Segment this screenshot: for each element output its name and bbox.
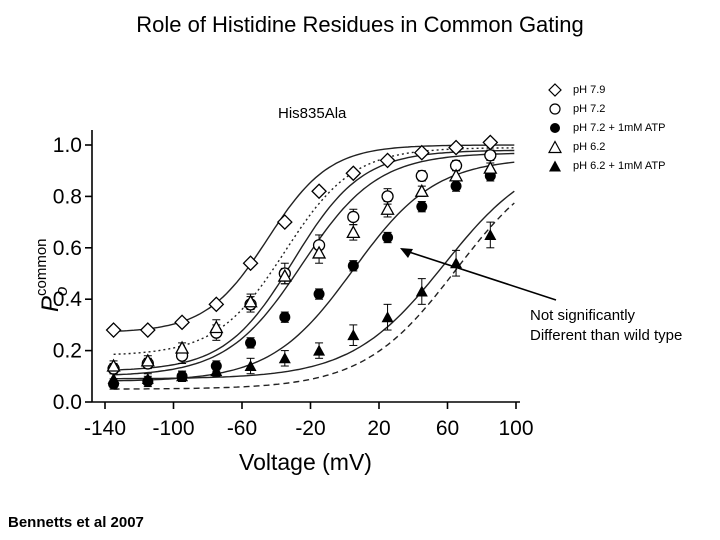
annotation-line: Different than wild type xyxy=(530,327,683,344)
data-point xyxy=(313,344,326,356)
data-point xyxy=(381,311,394,323)
x-tick-label: -100 xyxy=(152,417,194,440)
reference-curve xyxy=(113,147,515,355)
data-point xyxy=(450,257,463,269)
data-point xyxy=(279,311,291,323)
data-point xyxy=(448,139,464,156)
x-tick-label: -20 xyxy=(295,417,325,440)
annotation-arrow xyxy=(405,250,557,301)
data-point xyxy=(484,228,497,240)
data-point xyxy=(174,314,190,331)
legend-item: pH 7.2 + 1mM ATP xyxy=(548,118,665,137)
y-axis-label-subscript: o xyxy=(52,287,71,296)
data-point xyxy=(141,372,154,384)
y-axis-label-main: P xyxy=(37,296,64,312)
data-point xyxy=(210,365,223,377)
y-axis-label-superscript: common xyxy=(33,238,50,296)
data-point xyxy=(278,352,291,364)
chart-title: Role of Histidine Residues in Common Gat… xyxy=(136,12,584,37)
data-point xyxy=(345,165,362,182)
x-tick-label: 20 xyxy=(367,417,390,440)
annotation-arrowhead xyxy=(400,248,413,258)
data-point xyxy=(416,201,428,213)
data-point xyxy=(415,169,428,182)
data-point xyxy=(347,210,360,224)
data-point xyxy=(311,245,327,259)
data-point xyxy=(105,322,122,338)
data-point xyxy=(415,285,428,297)
legend-label: pH 7.9 xyxy=(573,83,606,96)
data-point xyxy=(413,144,430,161)
data-point xyxy=(382,232,394,244)
data-point xyxy=(139,322,156,338)
x-axis-label: Voltage (mV) xyxy=(239,449,372,475)
data-point xyxy=(243,294,258,308)
triangle-open-icon xyxy=(548,139,562,153)
data-point xyxy=(140,353,155,367)
citation: Bennetts et al 2007 xyxy=(8,514,144,531)
data-point xyxy=(277,268,292,282)
data-point xyxy=(174,340,190,354)
data-point xyxy=(107,372,120,384)
data-point xyxy=(208,296,225,313)
annotation-line: Not significantly xyxy=(530,307,636,324)
data-point xyxy=(313,288,325,300)
data-point xyxy=(450,180,462,192)
y-tick-label: 1.0 xyxy=(53,134,82,157)
legend-label: pH 6.2 + 1mM ATP xyxy=(573,159,666,172)
data-point xyxy=(381,190,394,203)
reference-curve xyxy=(113,202,515,390)
legend-item: pH 6.2 xyxy=(548,137,665,156)
data-point xyxy=(245,337,257,349)
circle-filled-icon xyxy=(550,122,560,133)
inset-label: His835Ala xyxy=(278,105,347,122)
legend-label: pH 7.2 xyxy=(573,102,606,115)
y-tick-label: 0.4 xyxy=(53,288,83,311)
y-tick-label: 0.2 xyxy=(53,340,82,363)
data-point xyxy=(244,360,257,372)
fit-curve xyxy=(113,190,515,380)
y-tick-label: 0.6 xyxy=(53,237,82,260)
diamond-open-icon xyxy=(548,82,562,97)
legend-item: pH 6.2 + 1mM ATP xyxy=(548,156,665,175)
data-point xyxy=(380,201,395,215)
data-point xyxy=(482,134,499,151)
legend-label: pH 7.2 + 1mM ATP xyxy=(573,121,666,134)
circle-open-icon xyxy=(549,102,561,115)
data-point xyxy=(276,214,293,231)
x-tick-label: 60 xyxy=(436,417,459,440)
data-point xyxy=(347,260,359,272)
legend-item: pH 7.9 xyxy=(548,80,665,99)
data-point xyxy=(346,225,361,239)
data-point xyxy=(106,358,121,372)
y-tick-label: 0.8 xyxy=(53,185,82,208)
legend: pH 7.9 pH 7.2 pH 7.2 + 1mM ATP pH 6.2 pH… xyxy=(548,80,665,175)
data-point xyxy=(483,160,498,174)
x-tick-label: 100 xyxy=(498,417,533,440)
data-point xyxy=(311,183,327,200)
x-tick-label: -140 xyxy=(84,417,126,440)
annotation-text: Not significantly Different than wild ty… xyxy=(530,306,682,346)
data-point xyxy=(379,152,396,169)
data-point xyxy=(414,183,429,197)
y-tick-label: 0.0 xyxy=(53,391,82,414)
legend-label: pH 6.2 xyxy=(573,140,606,153)
data-point xyxy=(484,149,497,162)
triangle-filled-icon xyxy=(549,160,561,171)
legend-item: pH 7.2 xyxy=(548,99,665,118)
x-tick-label: -60 xyxy=(227,417,257,440)
data-point xyxy=(448,168,464,182)
data-point xyxy=(209,320,224,334)
data-point xyxy=(242,255,259,272)
data-point xyxy=(347,329,360,341)
data-point xyxy=(176,370,189,382)
